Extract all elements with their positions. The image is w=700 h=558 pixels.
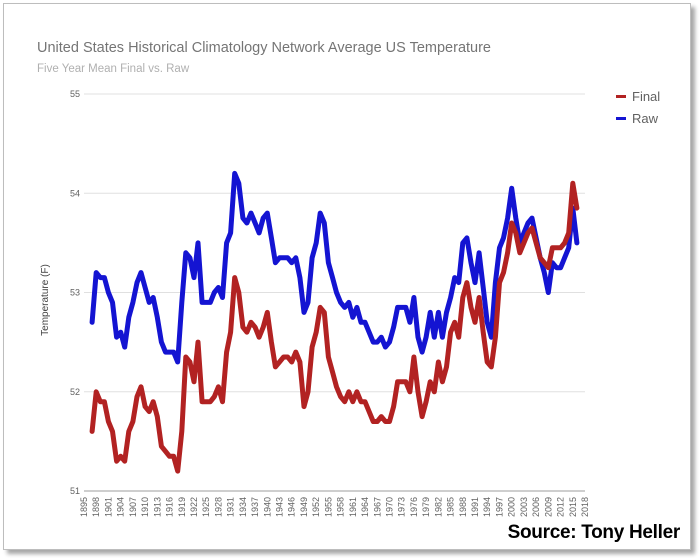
legend-label-final: Final	[632, 89, 660, 104]
x-tick-label: 1967	[372, 497, 382, 517]
series-line-raw	[89, 170, 580, 365]
y-tick-label: 53	[70, 288, 80, 298]
series-line-final	[89, 180, 580, 474]
x-tick-label: 1949	[299, 497, 309, 517]
x-tick-label: 1931	[226, 497, 236, 517]
x-tick-label: 2000	[507, 497, 517, 517]
x-tick-label: 2006	[531, 497, 541, 517]
x-tick-label: 1907	[128, 497, 138, 517]
source-credit: Source: Tony Heller	[507, 522, 681, 543]
x-tick-label: 1970	[384, 497, 394, 517]
x-tick-label: 1997	[494, 497, 504, 517]
x-tick-label: 2012	[556, 497, 566, 517]
y-axis-ticks: 51 52 53 54 55	[70, 89, 80, 496]
y-axis-label: Temperature (F)	[40, 264, 51, 336]
series-lines	[89, 170, 580, 474]
x-axis-ticks: 1895 1898 1901 1904 1907 1910 1913 1916 1919 1922…	[79, 497, 590, 517]
x-tick-label: 1904	[116, 497, 126, 517]
x-tick-label: 1928	[213, 497, 223, 517]
x-tick-label: 2018	[580, 497, 590, 517]
x-tick-label: 1901	[103, 497, 113, 517]
x-tick-label: 1934	[238, 497, 248, 517]
x-tick-label: 1946	[287, 497, 297, 517]
x-tick-label: 2003	[519, 497, 529, 517]
y-tick-label: 55	[70, 89, 80, 99]
y-tick-label: 54	[70, 188, 80, 198]
x-tick-label: 1895	[79, 497, 89, 517]
x-tick-label: 1955	[323, 497, 333, 517]
x-tick-label: 2015	[568, 497, 578, 517]
x-tick-label: 1925	[201, 497, 211, 517]
x-tick-label: 1982	[433, 497, 443, 517]
legend-label-raw: Raw	[632, 111, 659, 126]
x-tick-label: 1913	[152, 497, 162, 517]
chart-frame: United States Historical Climatology Net…	[3, 3, 691, 550]
legend: Final Raw	[616, 89, 660, 126]
x-tick-label: 1976	[409, 497, 419, 517]
x-tick-label: 1952	[311, 497, 321, 517]
x-tick-label: 1964	[360, 497, 370, 517]
x-tick-label: 2009	[543, 497, 553, 517]
legend-swatch-final	[616, 95, 626, 98]
x-tick-label: 1943	[275, 497, 285, 517]
x-tick-label: 1994	[482, 497, 492, 517]
y-tick-label: 52	[70, 387, 80, 397]
x-tick-label: 1919	[177, 497, 187, 517]
x-tick-label: 1958	[336, 497, 346, 517]
x-tick-label: 1973	[397, 497, 407, 517]
x-tick-label: 1991	[470, 497, 480, 517]
legend-swatch-raw	[616, 117, 626, 120]
y-tick-label: 51	[70, 486, 80, 496]
x-tick-label: 1910	[140, 497, 150, 517]
x-tick-label: 1898	[91, 497, 101, 517]
x-tick-label: 1988	[458, 497, 468, 517]
x-tick-label: 1916	[165, 497, 175, 517]
chart-subtitle: Five Year Mean Final vs. Raw	[37, 63, 190, 75]
x-tick-label: 1940	[262, 497, 272, 517]
x-tick-label: 1985	[446, 497, 456, 517]
x-tick-label: 1922	[189, 497, 199, 517]
chart-title: United States Historical Climatology Net…	[37, 40, 491, 56]
x-tick-label: 1961	[348, 497, 358, 517]
x-tick-label: 1979	[421, 497, 431, 517]
x-tick-label: 1937	[250, 497, 260, 517]
